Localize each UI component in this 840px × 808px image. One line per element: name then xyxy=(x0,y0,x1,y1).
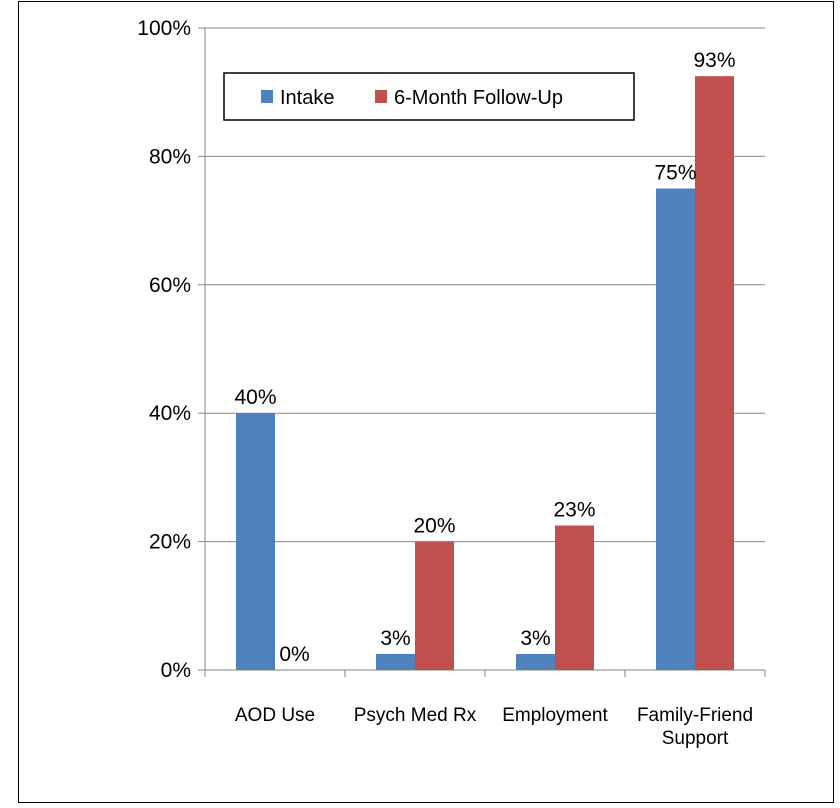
x-category-label: AOD Use xyxy=(235,705,315,726)
y-tick-label: 100% xyxy=(137,17,191,40)
legend-label: 6-Month Follow-Up xyxy=(394,87,563,109)
bar-follow-up xyxy=(555,525,594,670)
legend-box xyxy=(223,72,635,121)
x-category-label-line: Psych Med Rx xyxy=(354,705,477,726)
bar-intake xyxy=(376,653,415,670)
y-tick-label: 40% xyxy=(149,402,191,425)
x-category-label: Family-Friend Support xyxy=(637,705,753,749)
data-label: 75% xyxy=(654,162,696,185)
bars xyxy=(236,76,734,670)
y-tick-label: 0% xyxy=(161,659,191,682)
legend-swatch xyxy=(375,90,387,103)
data-label: 93% xyxy=(693,49,735,72)
bar-intake xyxy=(516,653,555,670)
y-tick-label: 80% xyxy=(149,145,191,168)
y-tick-label: 60% xyxy=(149,274,191,297)
y-tick-label: 20% xyxy=(149,531,191,554)
data-labels: 40% 3% 3% 75% 0% 20% 23% 93% xyxy=(234,49,735,666)
legend-label: Intake xyxy=(280,87,334,109)
legend-swatch xyxy=(261,90,273,103)
data-label: 3% xyxy=(380,627,410,650)
x-category-label: Psych Med Rx xyxy=(354,705,477,726)
axes: 0% 20% 40% 60% 80% 100% AOD Use Psych Med Rx Emp… xyxy=(137,17,766,749)
data-label: 40% xyxy=(234,386,276,409)
data-label: 3% xyxy=(520,627,550,650)
x-category-label: Employment xyxy=(502,705,608,726)
data-label: 23% xyxy=(553,499,595,522)
legend: Intake 6-Month Follow-Up xyxy=(223,72,635,121)
x-category-label-line: Support xyxy=(662,728,729,749)
bar-follow-up xyxy=(415,541,454,670)
data-label: 0% xyxy=(279,643,309,666)
x-category-label-line: AOD Use xyxy=(235,705,315,726)
bar-intake xyxy=(236,413,275,670)
bar-follow-up xyxy=(695,76,734,670)
x-category-label-line: Employment xyxy=(502,705,608,726)
bar-intake xyxy=(656,188,695,670)
data-label: 20% xyxy=(413,515,455,538)
x-category-label-line: Family-Friend xyxy=(637,705,753,726)
